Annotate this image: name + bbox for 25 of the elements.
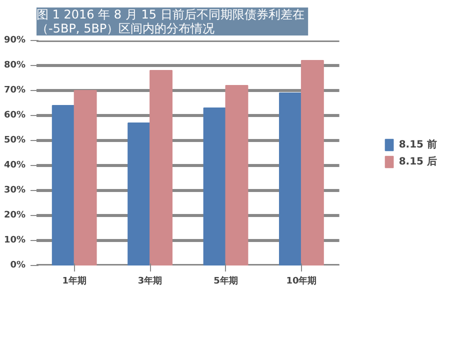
bar <box>52 105 75 266</box>
x-tick-label: 3年期 <box>138 276 162 286</box>
x-tick-label: 1年期 <box>62 276 86 286</box>
y-tick-label: 50% <box>4 136 26 146</box>
x-tick-label: 10年期 <box>286 276 317 286</box>
bar <box>300 60 324 266</box>
y-tick-label: 0% <box>10 260 26 270</box>
y-tick-label: 80% <box>4 60 26 70</box>
x-tick-label: 5年期 <box>214 276 238 286</box>
legend-label: 8.15 前 <box>398 138 437 151</box>
bar <box>279 92 302 266</box>
y-tick-label: 10% <box>4 236 26 246</box>
bar <box>203 108 226 266</box>
y-tick-label: 30% <box>4 186 26 196</box>
bar <box>225 85 248 266</box>
bar <box>128 122 151 266</box>
legend-label: 8.15 后 <box>398 155 437 168</box>
y-tick-label: 70% <box>4 86 26 96</box>
bar <box>74 90 97 266</box>
y-tick-label: 20% <box>4 210 26 220</box>
y-tick-label: 60% <box>4 110 26 120</box>
y-tick-label: 90% <box>4 36 26 46</box>
chart-title: 图 1 2016 年 8 月 15 日前后不同期限债券利差在（-5BP, 5BP）区间内的分布情况 <box>36 8 304 36</box>
y-tick-label: 40% <box>4 160 26 170</box>
bar <box>150 70 173 266</box>
